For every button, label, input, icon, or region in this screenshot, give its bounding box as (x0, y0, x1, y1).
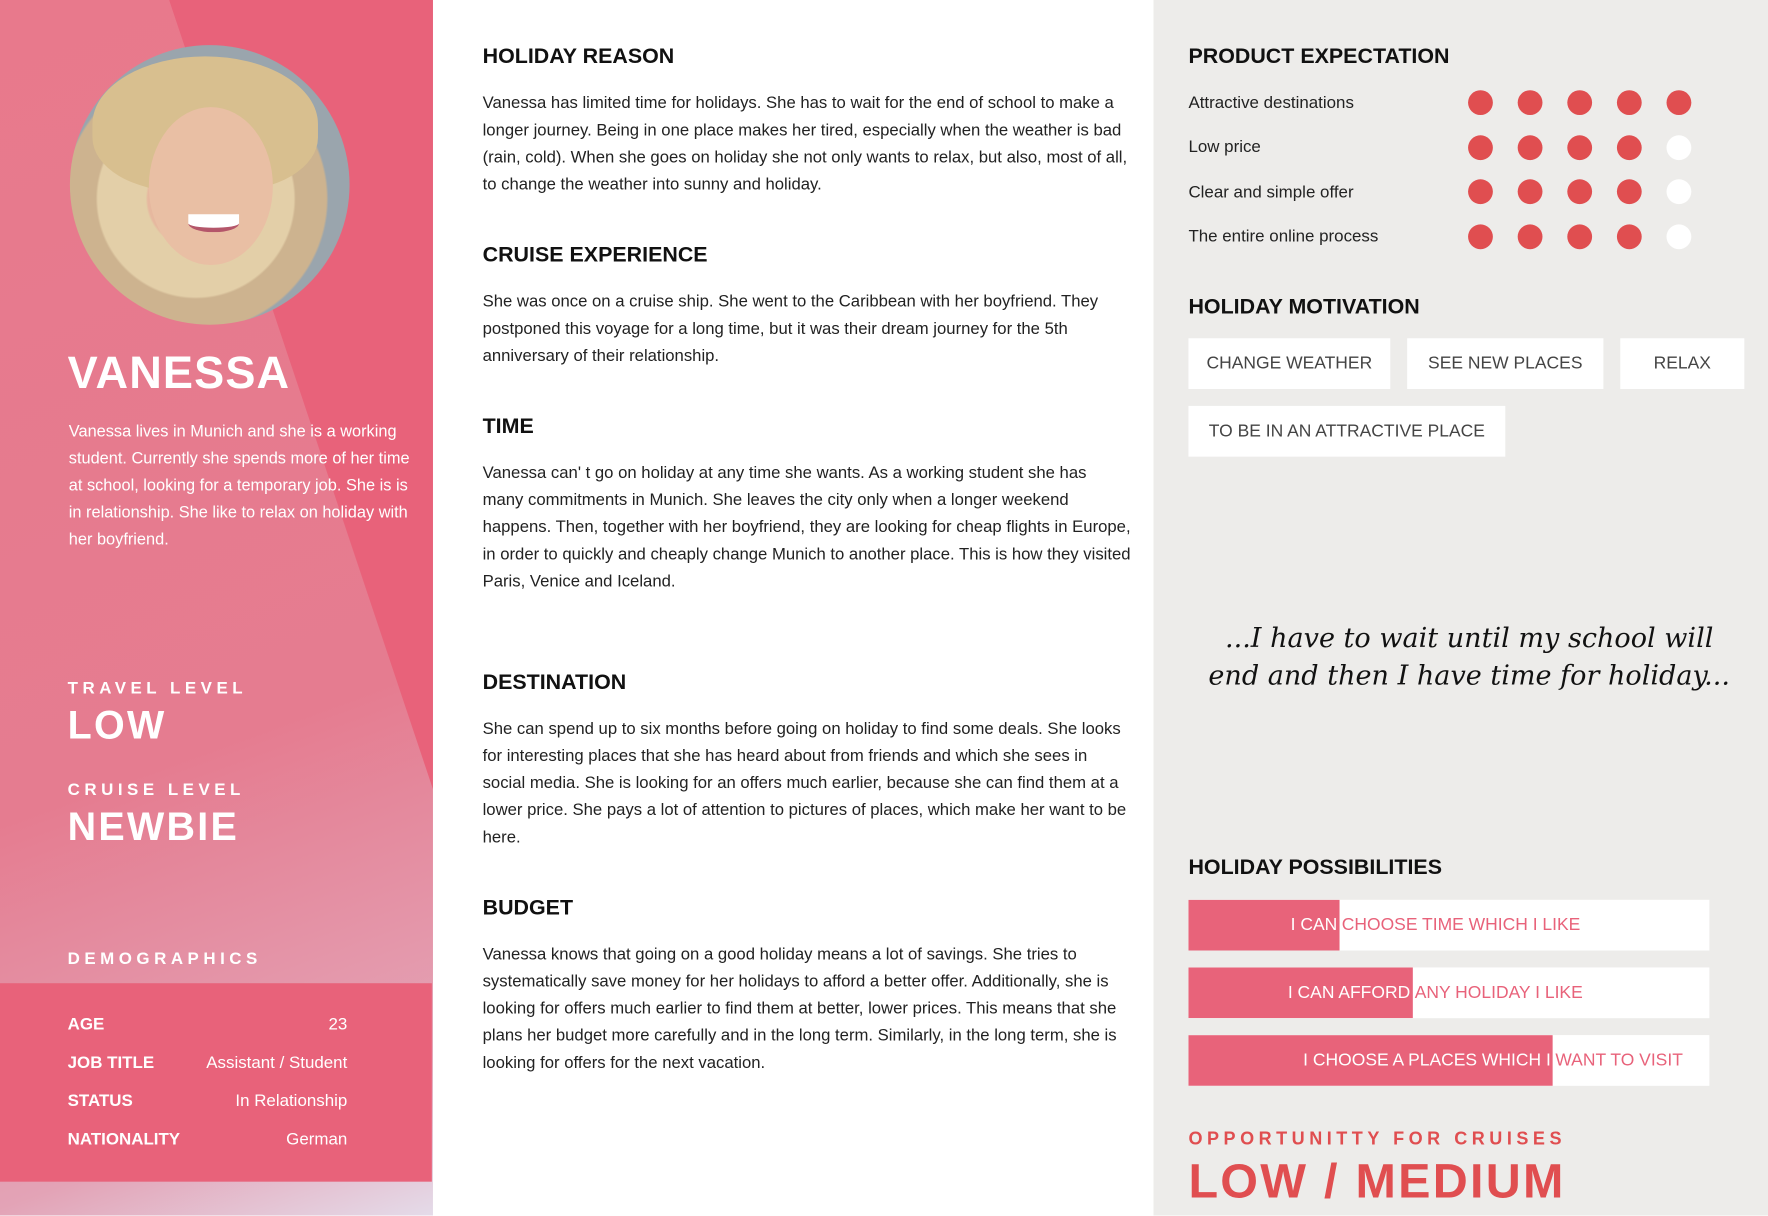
expectation-row: Low price (1188, 134, 1718, 161)
possibility-bar: I CHOOSE A PLACES WHICH I WANT TO VISIT (1188, 1035, 1710, 1086)
demographics-value: Assistant / Student (206, 1053, 348, 1073)
persona-sidebar: VANESSA Vanessa lives in Munich and she … (0, 0, 433, 1216)
narrative-column: HOLIDAY REASON Vanessa has limited time f… (432, 0, 1154, 1216)
expectation-label: Clear and simple offer (1188, 182, 1354, 202)
section-cruise-experience: CRUISE EXPERIENCE She was once on a cruis… (483, 244, 1131, 370)
persona-photo (69, 45, 350, 325)
section-budget: BUDGET Vanessa knows that going on a good… (483, 896, 1131, 1076)
motivation-tag: TO BE IN AN ATTRACTIVE PLACE (1188, 405, 1506, 457)
persona-quote: ...I have to wait until my school will e… (1208, 622, 1730, 692)
rating-dot-empty (1666, 223, 1692, 249)
section-text: Vanessa has limited time for holidays. S… (482, 94, 1128, 194)
demographics-key: JOB TITLE (67, 1053, 155, 1073)
opportunity-label: OPPORTUNITTY FOR CRUISES (1188, 1129, 1566, 1149)
holiday-motivation-title: HOLIDAY MOTIVATION (1188, 295, 1420, 320)
demographics-value: 23 (328, 1014, 348, 1034)
section-text: Vanessa knows that going on a good holid… (482, 946, 1117, 1073)
opportunity-value: LOW / MEDIUM (1188, 1154, 1566, 1209)
motivation-tag: CHANGE WEATHER (1188, 338, 1391, 390)
demographics-row: AGE 23 (68, 1015, 348, 1035)
section-destination: DESTINATION She can spend up to six month… (483, 671, 1131, 851)
rating-dot-filled (1616, 90, 1642, 116)
section-holiday-reason: HOLIDAY REASON Vanessa has limited time f… (483, 45, 1131, 198)
rating-dot-filled (1567, 90, 1593, 116)
demographics-value: In Relationship (235, 1091, 348, 1111)
section-title: HOLIDAY REASON (482, 45, 675, 69)
rating-dot-filled (1468, 179, 1493, 205)
motivation-tag: SEE NEW PLACES (1407, 338, 1604, 390)
product-expectation-title: PRODUCT EXPECTATION (1188, 45, 1450, 69)
persona-name: VANESSA (67, 348, 291, 399)
expectation-label: Attractive destinations (1188, 93, 1354, 113)
demographics-value: German (286, 1129, 348, 1149)
rating-dot-filled (1468, 223, 1493, 249)
rating-dot-filled (1666, 90, 1692, 116)
possibility-text-filled-part: I CAN AFFORD (1287, 983, 1411, 1003)
possibility-text-remaining-part: ANY HOLIDAY I LIKE (1414, 983, 1583, 1003)
possibility-fill (1188, 899, 1340, 951)
demographics-row: STATUS In Relationship (68, 1091, 348, 1111)
expectation-row: Attractive destinations (1188, 89, 1718, 116)
possibility-text-filled-part: I CAN (1290, 915, 1338, 935)
possibility-text: I CAN CHOOSE TIME WHICH I LIKE (1188, 900, 1709, 951)
expectation-label: The entire online process (1188, 226, 1379, 246)
rating-dot-filled (1468, 90, 1493, 116)
cruise-level-value: NEWBIE (67, 805, 240, 850)
section-text: Vanessa can' t go on holiday at any time… (482, 464, 1131, 591)
rating-dot-filled (1517, 90, 1543, 116)
expectation-label: Low price (1188, 137, 1261, 157)
insights-column: PRODUCT EXPECTATION Attractive destinati… (1153, 0, 1768, 1216)
travel-level-value: LOW (67, 703, 167, 748)
demographics-key: NATIONALITY (67, 1129, 181, 1149)
demographics-row: NATIONALITY German (68, 1130, 348, 1150)
demographics-key: AGE (67, 1014, 105, 1034)
cruise-level-label: CRUISE LEVEL (67, 780, 245, 800)
rating-dot-filled (1567, 223, 1593, 249)
possibility-fill (1188, 1035, 1554, 1086)
rating-dot-filled (1567, 134, 1593, 160)
possibility-bar: I CAN CHOOSE TIME WHICH I LIKE (1188, 899, 1710, 951)
section-title: TIME (482, 414, 534, 439)
section-time: TIME Vanessa can' t go on holiday at any … (483, 415, 1131, 595)
section-title: BUDGET (482, 896, 574, 921)
demographics-table: AGE 23 JOB TITLE Assistant / Student STATU… (0, 983, 432, 1182)
motivation-tag: RELAX (1620, 338, 1745, 390)
rating-dot-filled (1567, 179, 1593, 205)
persona-bio: Vanessa lives in Munich and she is a wor… (68, 422, 410, 550)
possibility-bar: I CAN AFFORD ANY HOLIDAY I LIKE (1188, 967, 1710, 1019)
rating-dot-filled (1616, 134, 1642, 160)
possibility-text: I CAN AFFORD ANY HOLIDAY I LIKE (1188, 967, 1709, 1018)
possibility-text-filled-part: I CHOOSE A PLACES WHICH I (1303, 1050, 1551, 1071)
demographics-row: JOB TITLE Assistant / Student (68, 1053, 348, 1073)
demographics-key: STATUS (67, 1091, 133, 1111)
expectation-row: The entire online process (1188, 223, 1718, 250)
section-text: She can spend up to six months before go… (482, 720, 1127, 847)
travel-level-label: TRAVEL LEVEL (67, 678, 248, 698)
section-title: DESTINATION (482, 670, 627, 695)
expectation-row: Clear and simple offer (1188, 178, 1718, 205)
rating-dot-filled (1616, 223, 1642, 249)
section-title: CRUISE EXPERIENCE (482, 243, 708, 268)
rating-dot-filled (1517, 134, 1543, 160)
possibility-fill (1188, 967, 1413, 1019)
rating-dot-filled (1616, 179, 1642, 205)
possibility-text-remaining-part: CHOOSE TIME WHICH I LIKE (1341, 915, 1581, 935)
rating-dot-filled (1517, 223, 1543, 249)
rating-dot-empty (1666, 134, 1692, 160)
rating-dot-filled (1517, 179, 1543, 205)
rating-dot-empty (1666, 179, 1692, 205)
demographics-label: DEMOGRAPHICS (67, 949, 262, 969)
possibility-text-remaining-part: WANT TO VISIT (1555, 1050, 1683, 1071)
rating-dot-filled (1468, 134, 1493, 160)
possibility-text: I CHOOSE A PLACES WHICH I WANT TO VISIT (1188, 1035, 1709, 1086)
holiday-possibilities-title: HOLIDAY POSSIBILITIES (1188, 855, 1443, 880)
section-text: She was once on a cruise ship. She went … (482, 293, 1099, 366)
